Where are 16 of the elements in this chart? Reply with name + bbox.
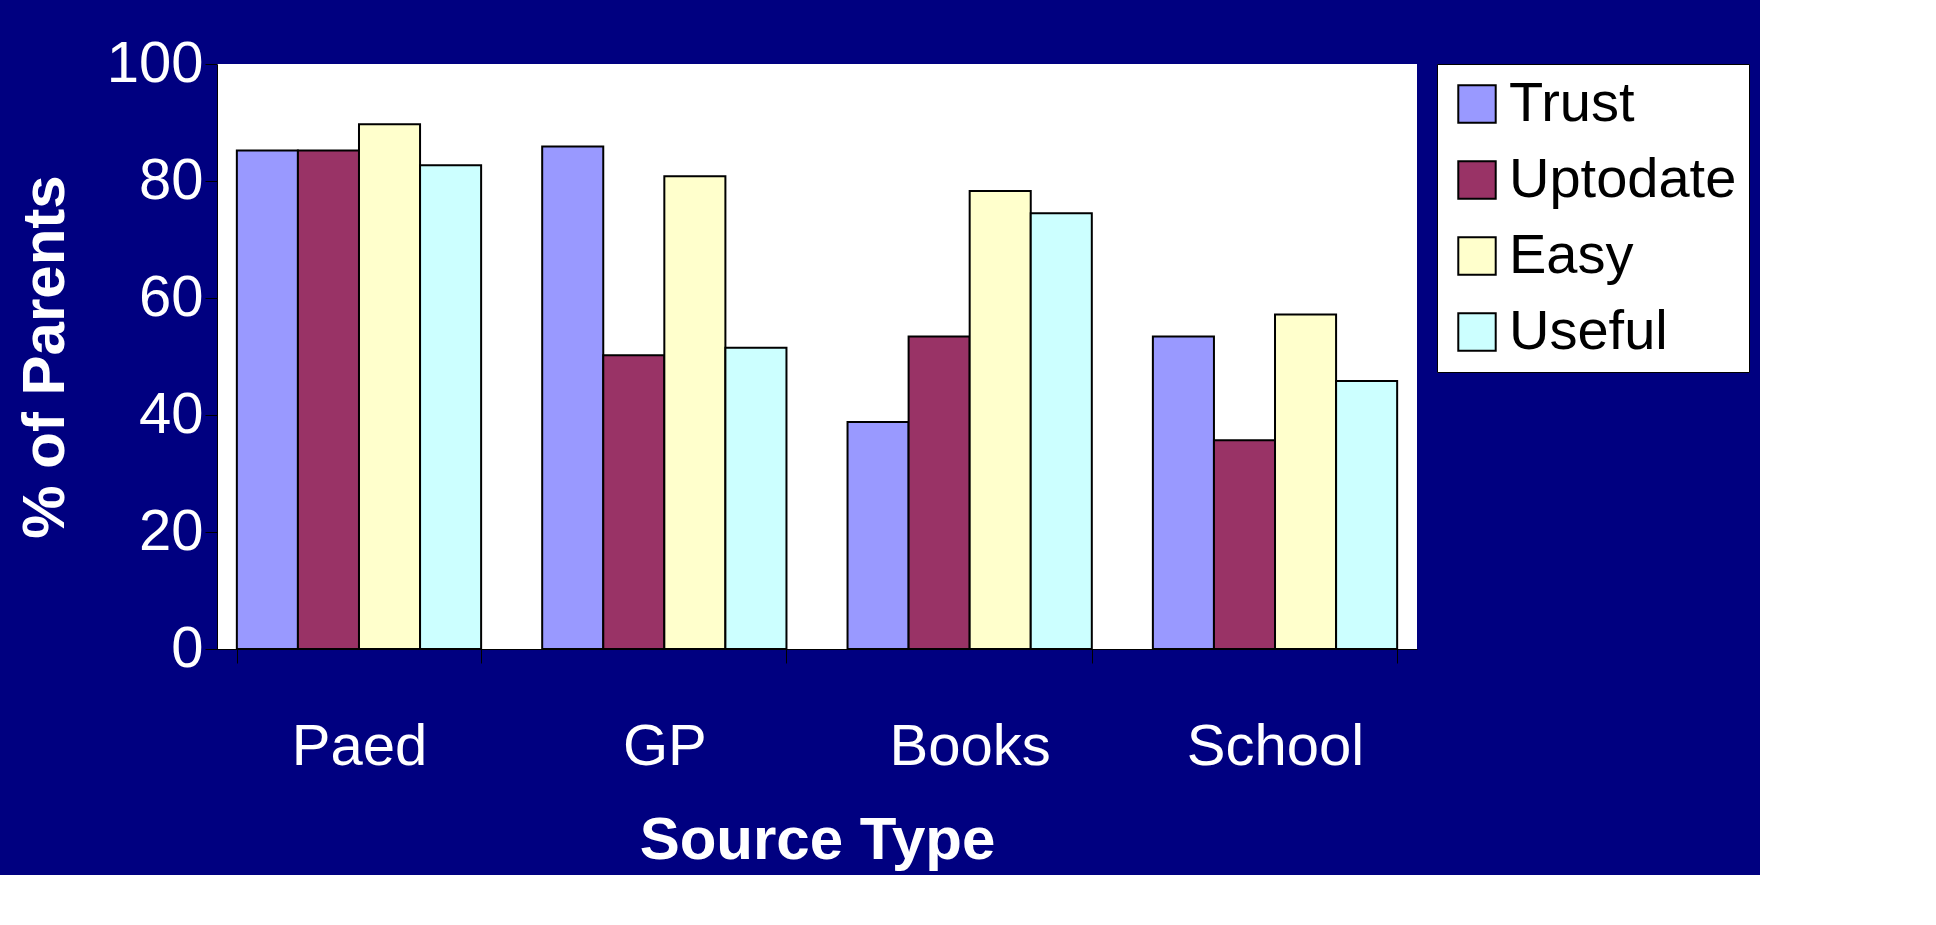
x-axis-title: Source Type [639,804,996,872]
y-tick-label: 40 [138,379,204,445]
legend-label: Easy [1509,222,1634,285]
x-tick-label: GP [622,711,707,777]
y-tick-label: 20 [138,496,204,562]
legend-label: Useful [1509,298,1668,361]
y-axis-title: % of Parents [9,175,77,539]
legend-label: Uptodate [1509,146,1737,209]
y-tick-label: 100 [106,28,204,94]
legend-label: Trust [1509,70,1635,133]
y-tick-label: 80 [138,145,204,211]
x-tick-label: School [1186,711,1365,777]
x-tick-label: Books [889,711,1051,777]
y-tick-label: 60 [138,262,204,328]
y-tick-label: 0 [171,613,204,679]
x-tick-label: Paed [291,711,428,777]
